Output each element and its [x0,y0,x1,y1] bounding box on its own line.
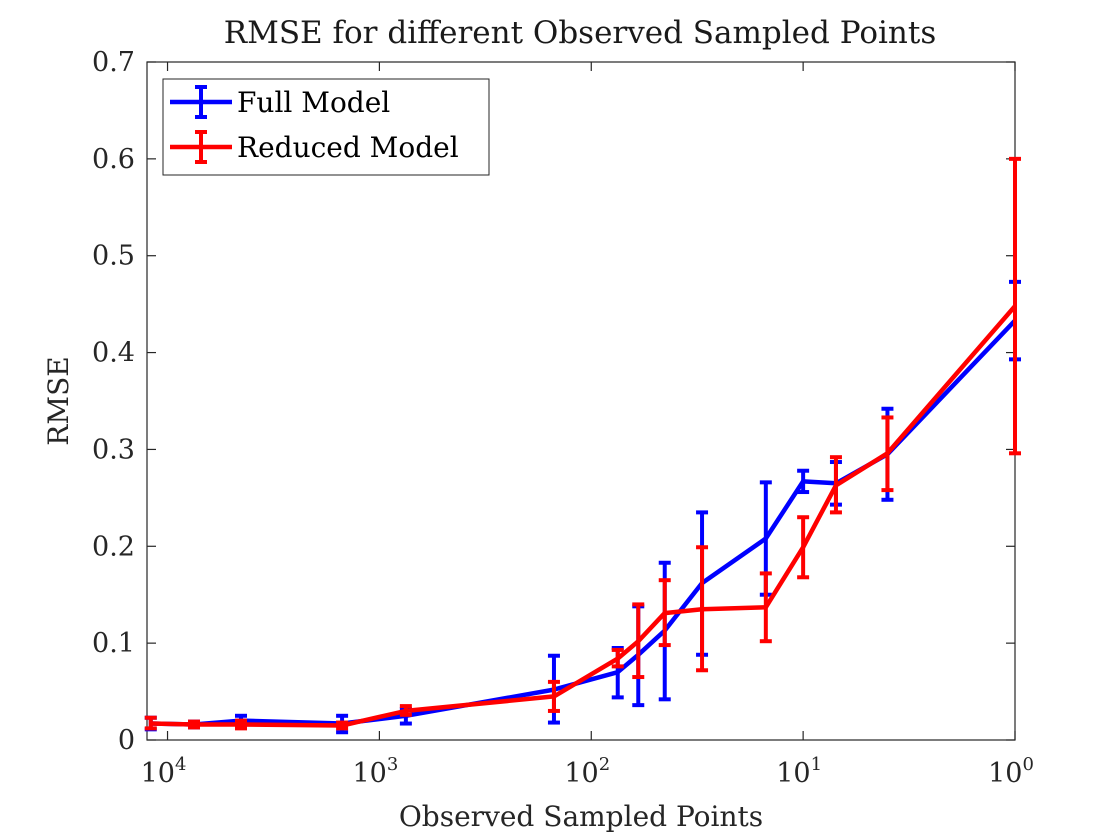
chart-title: RMSE for different Observed Sampled Poin… [224,15,937,51]
legend-entry-1: Reduced Model [170,130,459,164]
y-tick-label: 0.1 [92,628,135,659]
error-bar [881,415,894,493]
y-tick-label: 0.7 [92,47,135,78]
error-bar [696,545,709,673]
error-bar [399,704,412,717]
x-tick-label-base: 10 [988,758,1022,789]
error-bar [658,578,671,648]
error-bar [797,468,810,495]
error-bar [632,602,645,680]
series-1 [144,156,1021,731]
legend-entry-0: Full Model [170,85,390,119]
error-bar [188,719,201,730]
x-tick-label-exponent: 4 [175,754,186,775]
x-tick-label: 103 [352,754,398,789]
x-axis-label: Observed Sampled Points [399,800,763,833]
legend: Full Model Reduced Model [162,78,490,176]
series-layer [144,156,1021,735]
x-tick-label: 102 [564,754,610,789]
y-tick-label: 0.4 [92,338,135,369]
error-bar [797,515,810,580]
legend-label: Reduced Model [237,131,459,164]
error-bar [611,647,624,669]
y-tick-label: 0 [118,725,135,756]
x-tick-label-base: 10 [352,758,386,789]
legend-entries: Full Model Reduced Model [170,85,459,164]
error-bar [547,679,560,713]
y-tick-label: 0.3 [92,434,135,465]
x-tick-label: 104 [141,754,187,789]
legend-box [162,78,490,176]
y-tick-label: 0.6 [92,144,135,175]
error-bar [235,718,248,731]
legend-label: Full Model [237,86,390,119]
error-bar [829,455,842,515]
x-tick-label-base: 10 [564,758,598,789]
y-axis-label: RMSE [42,356,75,445]
error-bar [759,571,772,644]
x-tick-label-exponent: 1 [811,754,822,775]
x-tick-label-exponent: 3 [387,754,398,775]
error-bar [144,715,157,731]
error-bar [1009,156,1021,456]
x-tick-label-exponent: 0 [1022,754,1033,775]
x-tick-label: 100 [988,754,1034,789]
x-tick-label-exponent: 2 [599,754,610,775]
y-tick-label: 0.5 [92,241,135,272]
error-bar [336,720,349,731]
x-tick-label-base: 10 [141,758,175,789]
x-tick-label: 101 [776,754,822,789]
axis-ticks [147,61,1016,741]
y-tick-label: 0.2 [92,531,135,562]
x-tick-label-base: 10 [776,758,810,789]
